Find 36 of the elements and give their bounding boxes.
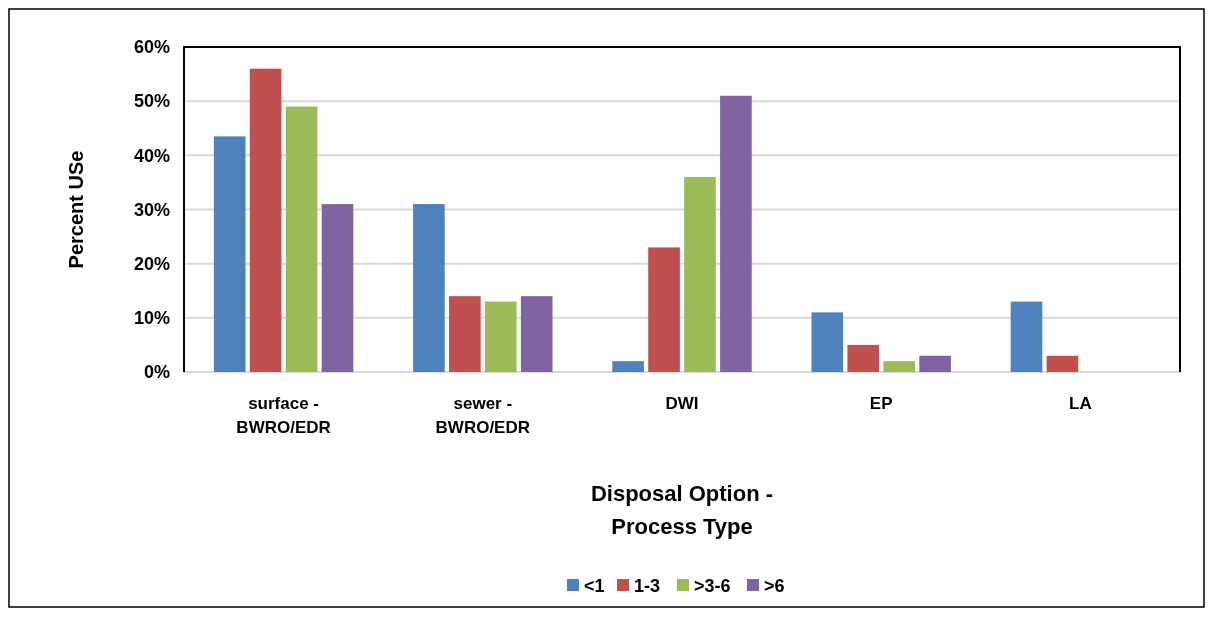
- y-tick-label: 60%: [133, 37, 170, 58]
- bar: [720, 95, 752, 372]
- legend-label: >6: [764, 576, 785, 597]
- x-tick-label: DWI: [665, 394, 699, 413]
- bar: [1046, 355, 1079, 372]
- bar: [811, 312, 844, 372]
- bar: [684, 177, 716, 372]
- bar: [285, 106, 318, 372]
- bar: [520, 296, 553, 372]
- bar: [1010, 301, 1043, 372]
- legend-label: >3-6: [694, 576, 731, 597]
- bar: [847, 344, 880, 372]
- bar: [249, 68, 282, 372]
- bar: [919, 355, 951, 372]
- bar: [213, 136, 246, 372]
- y-axis-title: Percent USe: [65, 150, 87, 269]
- y-tick-label: 30%: [133, 199, 170, 220]
- bar: [413, 204, 445, 372]
- bar: [612, 361, 644, 372]
- y-tick-label: 40%: [133, 145, 170, 166]
- legend-label: 1-3: [634, 576, 661, 597]
- x-axis-title: Disposal Option - Process Type: [590, 481, 774, 539]
- y-tick-label: 50%: [133, 91, 170, 112]
- x-tick-label: LA: [1069, 394, 1092, 413]
- y-tick-label: 0%: [143, 362, 170, 383]
- bar: [883, 361, 915, 372]
- x-tick-label: EP: [869, 394, 893, 413]
- bar: [484, 301, 517, 372]
- y-tick-label: 10%: [133, 308, 170, 329]
- legend-label: <1: [584, 576, 605, 597]
- x-tick-label: sewer - BWRO/EDR: [435, 394, 531, 437]
- x-tick-label: surface - BWRO/EDR: [236, 394, 331, 437]
- bar: [648, 247, 680, 372]
- y-tick-label: 20%: [133, 253, 170, 274]
- bar: [449, 296, 481, 372]
- bar: [321, 204, 354, 372]
